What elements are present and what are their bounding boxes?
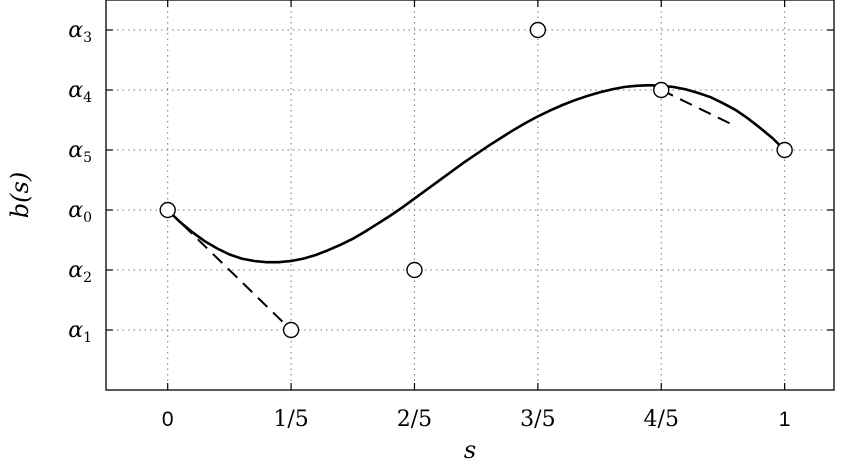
grid bbox=[106, 0, 834, 390]
y-tick-label: α5 bbox=[68, 138, 92, 166]
x-tick-label: 4/5 bbox=[644, 407, 679, 432]
series-group bbox=[166, 83, 786, 331]
x-tick-label: 0 bbox=[162, 408, 174, 431]
control-point bbox=[776, 141, 793, 159]
curve-line bbox=[166, 83, 786, 264]
y-tick-label-subscript: 2 bbox=[83, 270, 92, 286]
y-tick-label-base: α bbox=[68, 18, 83, 43]
y-tick-label-base: α bbox=[68, 318, 83, 343]
x-tick-label: 3/5 bbox=[520, 407, 555, 432]
y-tick-label-subscript: 1 bbox=[83, 330, 92, 346]
y-tick-label-base: α bbox=[68, 198, 83, 223]
y-tick-label-base: α bbox=[68, 258, 83, 283]
y-tick-label: α4 bbox=[68, 78, 92, 106]
x-tick-labels: 0 1/5 2/5 3/5 4/5 1 bbox=[162, 407, 791, 432]
y-tick-label: α0 bbox=[68, 198, 92, 226]
y-tick-label: α1 bbox=[68, 318, 92, 346]
control-point bbox=[406, 261, 423, 279]
x-axis-label: s bbox=[464, 436, 476, 464]
y-axis-label: b(s) bbox=[6, 172, 34, 218]
y-tick-label-subscript: 5 bbox=[83, 150, 92, 166]
y-tick-label-base: α bbox=[68, 138, 83, 163]
control-point bbox=[653, 81, 670, 99]
y-tick-label-subscript: 3 bbox=[83, 30, 92, 46]
x-tick-label: 1/5 bbox=[273, 407, 308, 432]
control-point bbox=[282, 321, 300, 339]
x-tick-label: 1 bbox=[779, 408, 791, 431]
y-tick-label-base: α bbox=[68, 78, 83, 103]
y-tick-label-subscript: 0 bbox=[83, 210, 92, 226]
axis-ticks bbox=[106, 0, 834, 390]
tangent-dashed-line bbox=[166, 209, 292, 331]
tangent-dashed-line bbox=[660, 89, 736, 127]
control-point bbox=[159, 201, 176, 219]
x-tick-label: 2/5 bbox=[397, 407, 432, 432]
control-points bbox=[159, 21, 793, 339]
plot-frame bbox=[105, 0, 835, 391]
y-tick-label: α2 bbox=[68, 258, 92, 286]
y-tick-label: α3 bbox=[68, 18, 92, 46]
control-point bbox=[529, 21, 547, 39]
y-tick-label-subscript: 4 bbox=[83, 90, 92, 106]
